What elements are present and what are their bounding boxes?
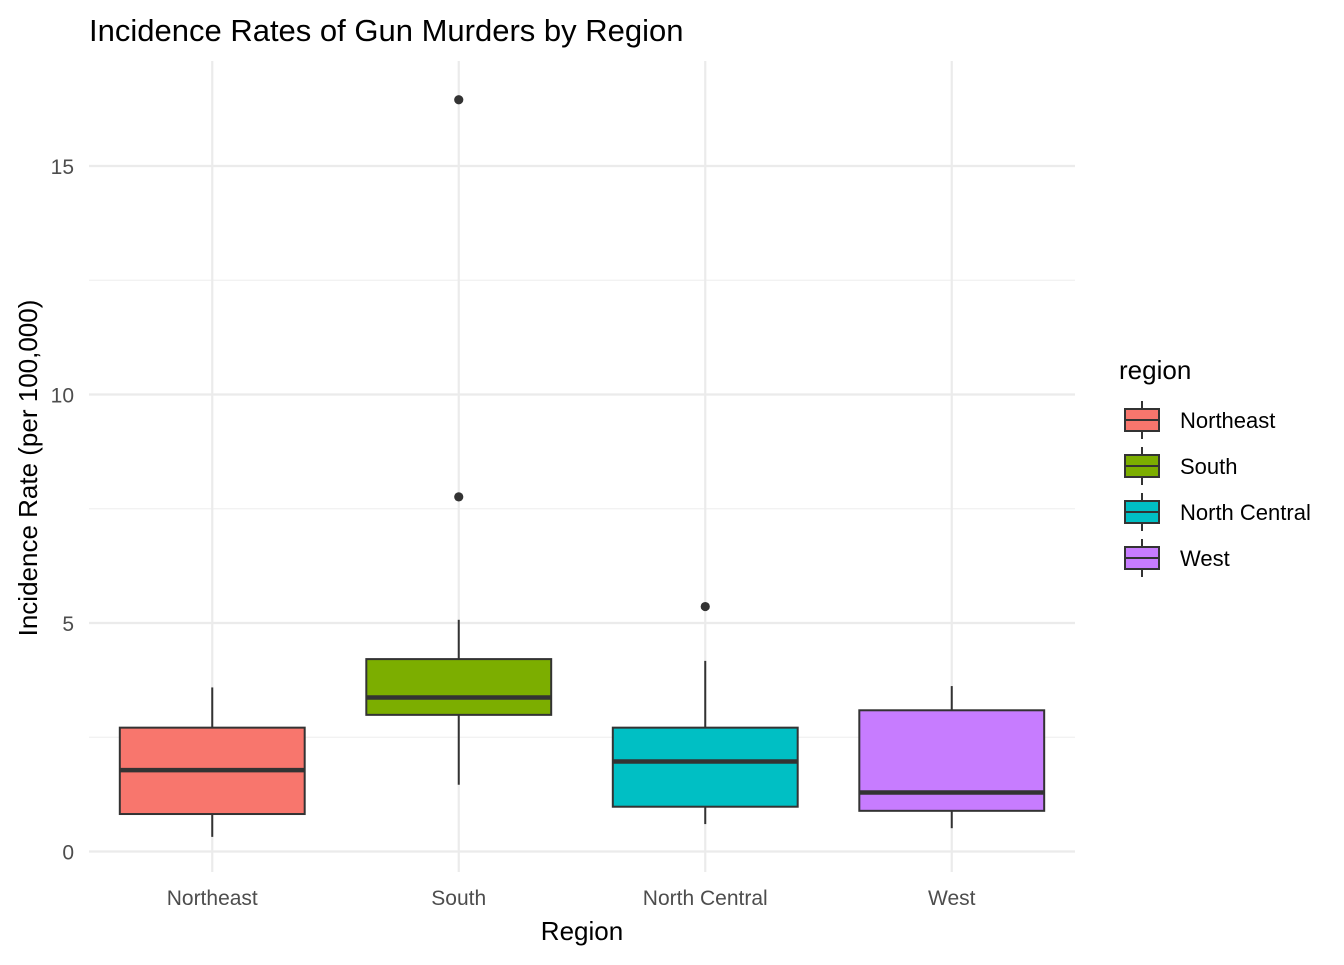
box-iqr xyxy=(365,658,553,716)
x-tick-label: North Central xyxy=(643,887,768,910)
box-northeast xyxy=(118,687,306,837)
legend-title: region xyxy=(1119,355,1191,385)
box-iqr xyxy=(858,709,1046,812)
legend-item-west: West xyxy=(1124,539,1230,577)
x-axis-title: Region xyxy=(541,916,623,946)
legend-label: Northeast xyxy=(1180,408,1275,433)
legend-label: West xyxy=(1180,546,1230,571)
x-tick-label: Northeast xyxy=(167,887,258,910)
legend: region Northeast South North Central West xyxy=(1119,355,1311,577)
box-north-central xyxy=(611,601,799,825)
chart-title: Incidence Rates of Gun Murders by Region xyxy=(89,13,683,48)
y-tick-label: 5 xyxy=(62,613,74,636)
legend-item-south: South xyxy=(1124,447,1238,485)
boxplot-series xyxy=(118,95,1046,837)
x-tick-label: South xyxy=(431,887,486,910)
legend-item-north-central: North Central xyxy=(1124,493,1311,531)
legend-label: South xyxy=(1180,454,1238,479)
x-axis: Northeast South North Central West xyxy=(167,887,976,910)
box-iqr xyxy=(611,726,799,808)
box-west xyxy=(858,686,1046,829)
y-axis-title: Incidence Rate (per 100,000) xyxy=(13,300,43,637)
y-tick-label: 15 xyxy=(51,156,74,179)
x-tick-label: West xyxy=(928,887,976,910)
y-tick-label: 0 xyxy=(62,842,74,865)
legend-item-northeast: Northeast xyxy=(1124,401,1275,439)
outlier-point xyxy=(454,492,464,502)
y-axis: 0 5 10 15 xyxy=(51,156,74,865)
y-tick-label: 10 xyxy=(51,385,74,408)
outlier-point xyxy=(454,95,464,105)
outlier-point xyxy=(700,601,710,612)
box-south xyxy=(365,95,553,785)
legend-label: North Central xyxy=(1180,500,1311,525)
